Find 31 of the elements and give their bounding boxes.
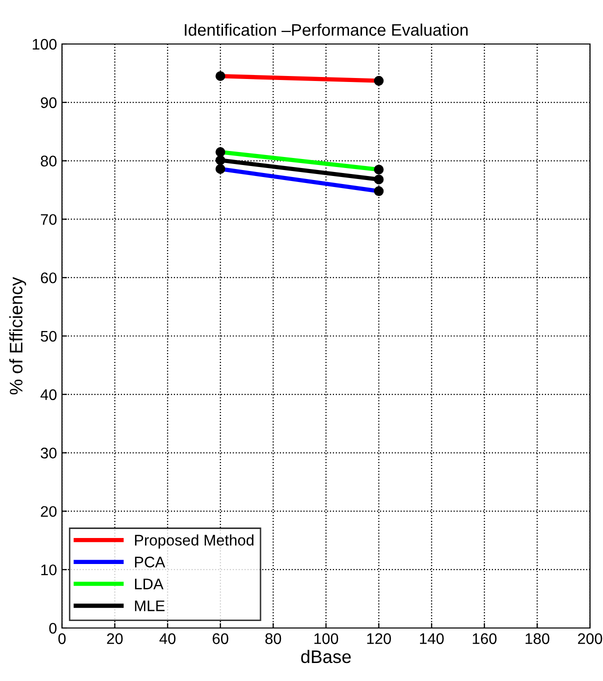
- legend-label: LDA: [135, 578, 164, 590]
- y-tick-label: 20: [40, 506, 57, 517]
- y-tick-label: 30: [40, 448, 57, 458]
- point: [216, 155, 226, 166]
- chart-title: Identification –Performance Evaluation: [184, 24, 468, 36]
- x-tick-label: 200: [578, 633, 602, 644]
- y-tick-label: 90: [40, 97, 57, 108]
- x-tick-label: 20: [107, 633, 123, 644]
- x-tick-label: 120: [367, 633, 391, 644]
- y-tick-label: 0: [49, 622, 57, 634]
- y-axis-title: % of Efficiency: [9, 276, 26, 394]
- x-tick-label: 60: [212, 633, 228, 644]
- x-tick-label: 180: [526, 633, 550, 644]
- y-tick-label: 60: [40, 272, 57, 284]
- x-tick-label: 140: [420, 633, 444, 644]
- x-tick-label: 80: [265, 633, 282, 644]
- legend-label: MLE: [135, 600, 165, 612]
- legend-label: PCA: [135, 556, 166, 568]
- point: [374, 174, 384, 184]
- y-tick-label: 70: [40, 214, 57, 225]
- x-tick-label: 0: [58, 633, 66, 644]
- y-tick-label: 10: [41, 564, 57, 576]
- y-tick-label: 50: [40, 330, 57, 342]
- legend-label: Proposed Method: [135, 534, 254, 549]
- y-tick-label: 40: [40, 389, 57, 400]
- y-tick-label: 100: [32, 38, 57, 50]
- y-tick-label: 80: [40, 156, 57, 166]
- x-axis-title: dBase: [301, 650, 351, 664]
- x-tick-label: 100: [314, 633, 338, 644]
- x-tick-label: 160: [472, 633, 497, 644]
- x-tick-label: 40: [159, 633, 176, 644]
